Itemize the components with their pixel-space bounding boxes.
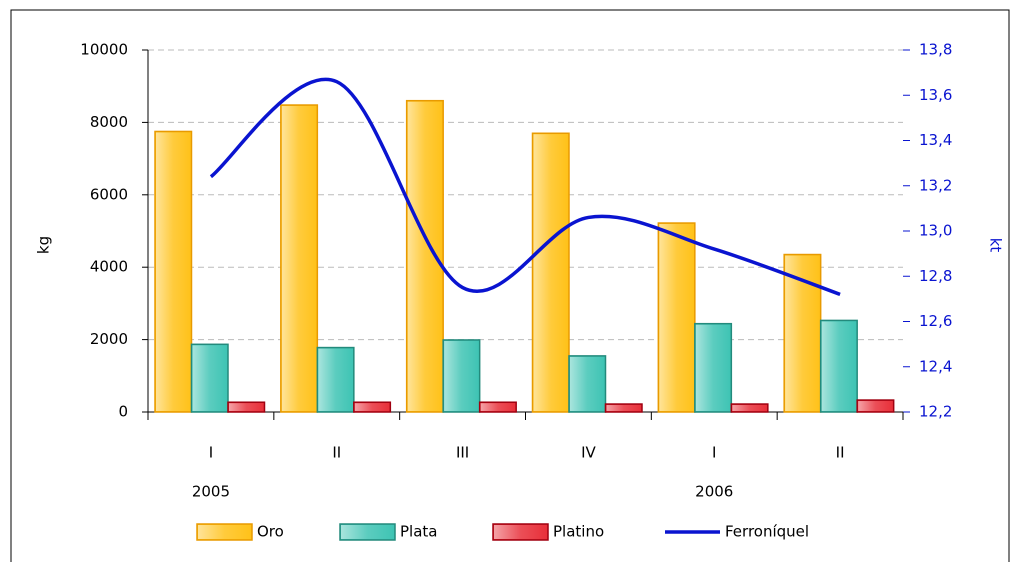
y-tick-label: 10000 [80, 41, 128, 59]
y2-tick-label: 13,0 [919, 222, 952, 240]
y2-tick-label: 12,2 [919, 403, 952, 421]
bar-shine [659, 224, 694, 411]
chart-border [10, 9, 1010, 562]
y-axis-label: kg [35, 236, 53, 254]
y-tick-label: 8000 [90, 113, 128, 131]
x-tick-label: I [209, 444, 213, 462]
y2-tick-label: 13,4 [919, 131, 952, 149]
y2-tick-label: 13,6 [919, 86, 952, 104]
y-tick-label: 0 [118, 403, 128, 421]
x-tick-label: II [332, 444, 341, 462]
bar-shine [570, 356, 605, 411]
bar-shine [533, 134, 568, 411]
legend-label: Oro [257, 523, 284, 541]
y2-tick-label: 12,4 [919, 357, 952, 375]
legend-swatch-shine [198, 525, 251, 539]
bar-shine [480, 403, 516, 411]
x-tick-label: III [456, 444, 469, 462]
legend-label: Platino [553, 523, 604, 541]
y2-tick-label: 12,8 [919, 267, 952, 285]
y2-tick-label: 13,2 [919, 176, 952, 194]
x-tick-label: IV [581, 444, 596, 462]
bar-shine [821, 321, 857, 411]
x-group-label: 2005 [192, 483, 230, 501]
bar-shine [156, 132, 191, 411]
x-tick-label: II [836, 444, 845, 462]
y2-axis-label: kt [987, 238, 1005, 253]
x-tick-label: I [712, 444, 716, 462]
bar-shine [444, 340, 479, 411]
bar-shine [858, 401, 893, 411]
y-tick-label: 6000 [90, 185, 128, 203]
y-tick-label: 2000 [90, 330, 128, 348]
bar-shine [732, 405, 767, 411]
bar-shine [695, 324, 731, 411]
bar-shine [192, 345, 227, 411]
bar-shine [606, 405, 641, 411]
bar-shine [229, 403, 264, 411]
bar-shine [281, 106, 317, 412]
legend-swatch-shine [341, 525, 394, 539]
line [209, 77, 841, 296]
bar-shine [318, 348, 353, 411]
legend-label: Plata [400, 523, 437, 541]
y-tick-label: 4000 [90, 258, 128, 276]
y2-tick-label: 12,6 [919, 312, 952, 330]
x-group-label: 2006 [695, 483, 733, 501]
legend-swatch-shine [494, 525, 547, 539]
y2-tick-label: 13,8 [919, 41, 952, 59]
bar-shine [354, 403, 390, 411]
legend-label: Ferroníquel [725, 523, 809, 541]
